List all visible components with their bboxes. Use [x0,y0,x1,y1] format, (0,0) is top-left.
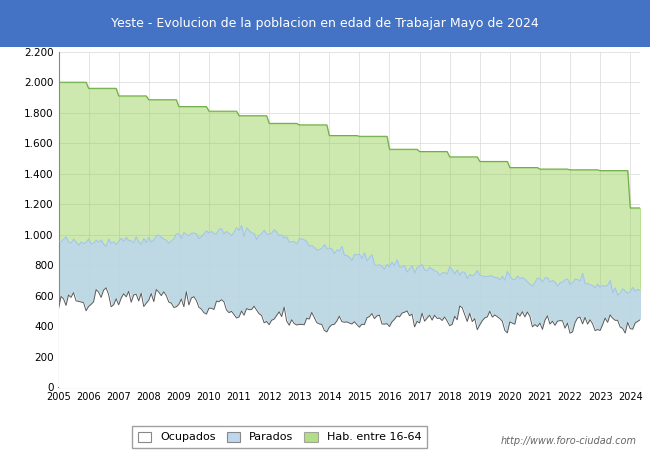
Text: http://www.foro-ciudad.com: http://www.foro-ciudad.com [501,436,637,446]
Text: Yeste - Evolucion de la poblacion en edad de Trabajar Mayo de 2024: Yeste - Evolucion de la poblacion en eda… [111,17,539,30]
Legend: Ocupados, Parados, Hab. entre 16-64: Ocupados, Parados, Hab. entre 16-64 [133,426,427,448]
